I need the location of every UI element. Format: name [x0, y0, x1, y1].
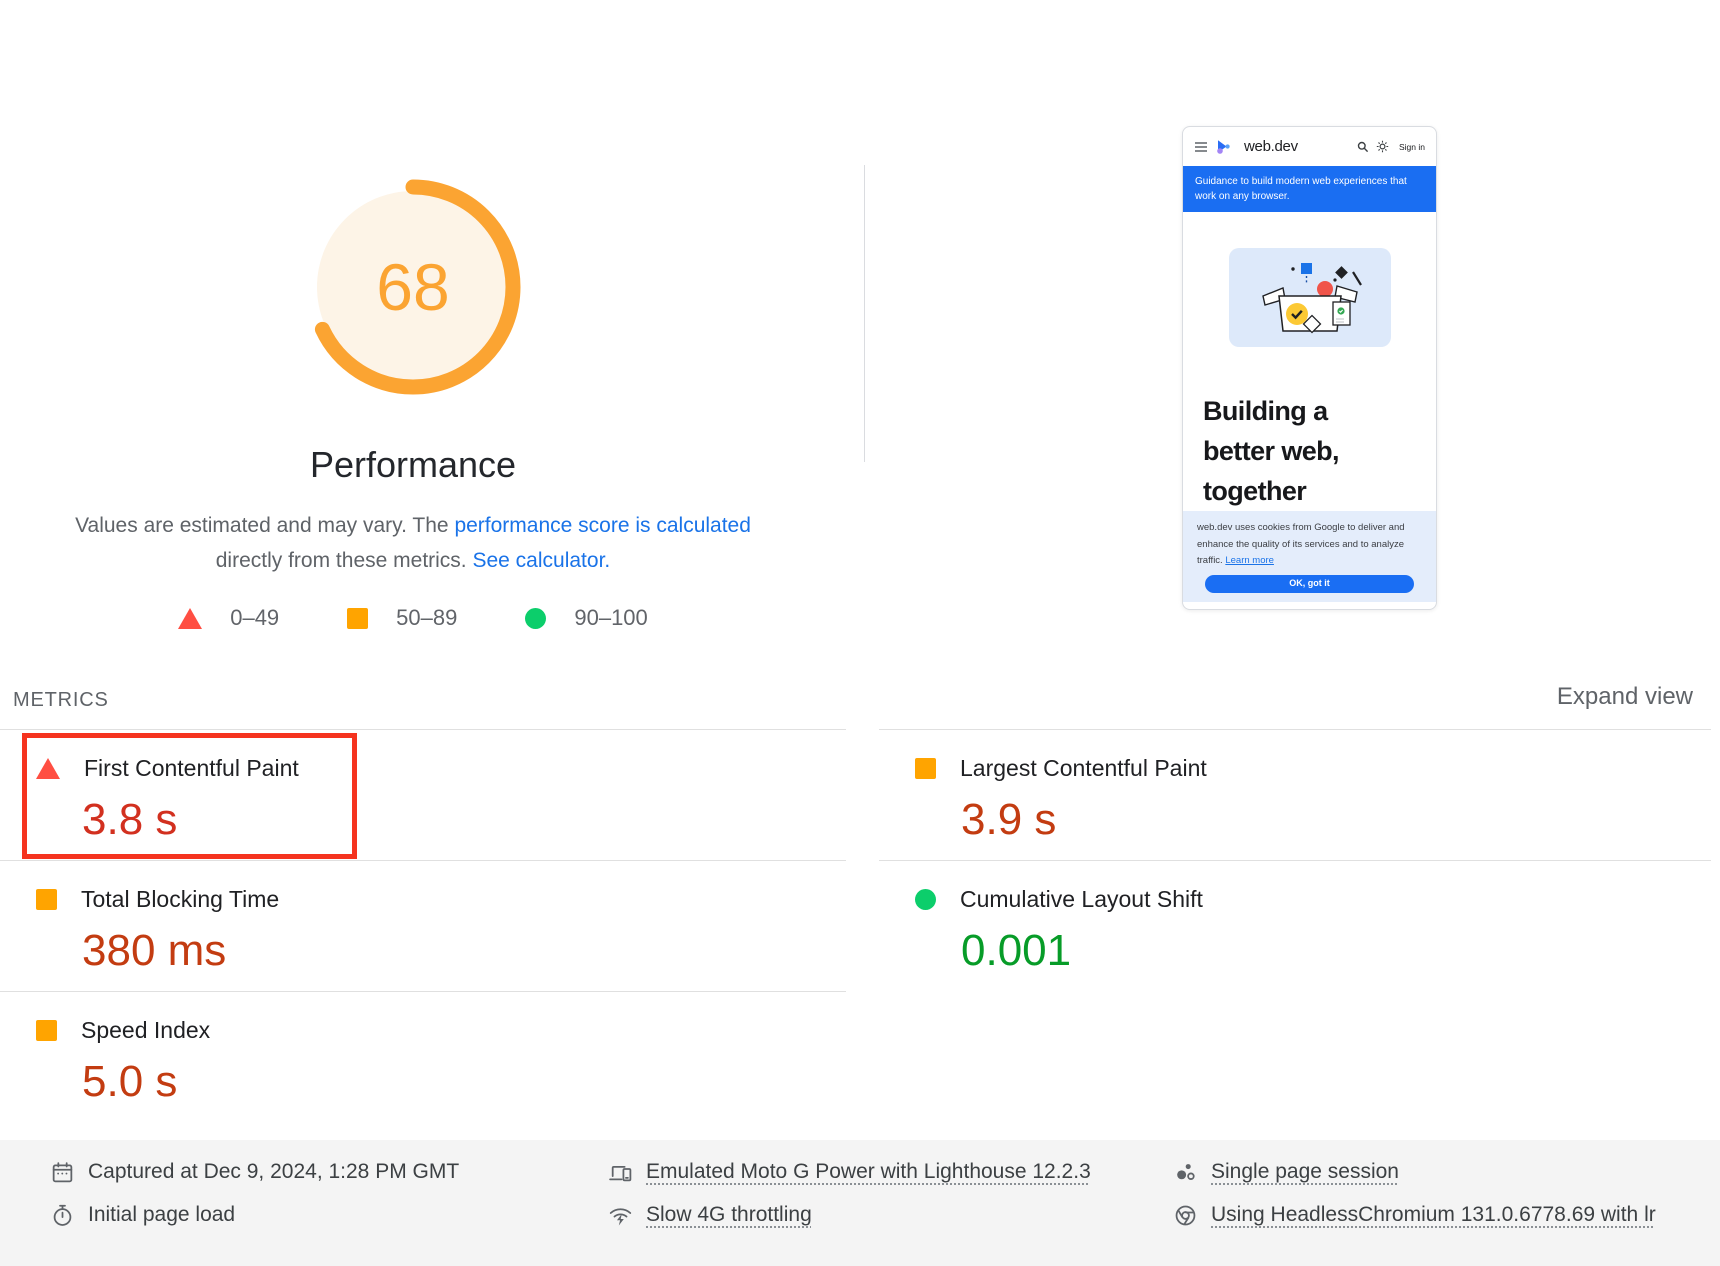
legend-pass: 90–100: [525, 605, 648, 631]
score-calculated-link[interactable]: performance score is calculated: [454, 514, 751, 537]
emulated-device-link[interactable]: Emulated Moto G Power with Lighthouse 12…: [646, 1160, 1091, 1183]
metric-value: 3.9 s: [961, 795, 1057, 844]
score-description: Values are estimated and may vary. The p…: [68, 508, 758, 578]
fail-triangle-icon: [178, 607, 203, 629]
metrics-section-header: METRICS Expand view: [0, 680, 1720, 729]
legend-average: 50–89: [347, 605, 457, 631]
hamburger-menu-icon: [1195, 141, 1207, 152]
average-square-icon: [915, 758, 936, 779]
captured-at-text: Captured at Dec 9, 2024, 1:28 PM GMT: [88, 1160, 460, 1183]
metric-label: Speed Index: [81, 1017, 211, 1043]
webdev-logo: [1217, 140, 1230, 154]
pass-circle-icon: [915, 889, 936, 910]
webdev-banner: Guidance to build modern web experiences…: [1183, 166, 1436, 212]
gauge-arc: [305, 179, 521, 395]
throttling-row: Slow 4G throttling: [608, 1201, 1091, 1229]
performance-title: Performance: [309, 444, 517, 485]
heading-line-3: together: [1203, 476, 1307, 506]
session-row: Single page session: [1173, 1158, 1656, 1186]
learn-more-link: Learn more: [1225, 555, 1274, 566]
metric-label: First Contentful Paint: [84, 755, 299, 781]
metric-value: 0.001: [961, 926, 1072, 975]
webdev-hero-illustration: [1228, 248, 1391, 347]
footer-column-device: Emulated Moto G Power with Lighthouse 12…: [608, 1158, 1091, 1244]
webdev-brand-text: web.dev: [1244, 138, 1298, 155]
performance-gauge: 68: [305, 179, 521, 395]
stopwatch-icon: [53, 1204, 72, 1226]
legend-average-range: 50–89: [396, 605, 458, 630]
metric-value: 380 ms: [82, 926, 227, 975]
metric-label: Cumulative Layout Shift: [960, 886, 1203, 912]
metric-speed-index: Speed Index 5.0 s: [0, 991, 846, 1122]
webdev-heading: Building a better web, together: [1203, 391, 1436, 511]
average-square-icon: [36, 1020, 57, 1041]
metric-cumulative-layout-shift: Cumulative Layout Shift 0.001: [879, 860, 1711, 991]
final-screenshot-thumbnail: web.dev Sign in Guidance to build modern…: [1182, 126, 1437, 610]
metric-largest-contentful-paint: Largest Contentful Paint 3.9 s: [879, 729, 1711, 860]
single-page-session-icon: [1177, 1163, 1195, 1180]
performance-summary: 68 Performance Values are estimated and …: [0, 0, 826, 631]
average-square-icon: [36, 889, 57, 910]
legend-fail: 0–49: [178, 605, 279, 631]
metric-label: Largest Contentful Paint: [960, 755, 1207, 781]
footer-column-session: Single page session Using HeadlessChromi…: [1173, 1158, 1656, 1244]
initial-page-load-text: Initial page load: [88, 1203, 236, 1226]
score-legend: 0–49 50–89 90–100: [0, 605, 826, 631]
network-throttling-icon: [609, 1207, 632, 1225]
webdev-header: web.dev Sign in: [1183, 127, 1436, 166]
initial-page-load-row: Initial page load: [50, 1201, 459, 1229]
runtime-link[interactable]: Using HeadlessChromium 131.0.6778.69 wit…: [1211, 1203, 1656, 1226]
captured-at-row: Captured at Dec 9, 2024, 1:28 PM GMT: [50, 1158, 459, 1186]
gauge-fill: [317, 191, 509, 383]
box-illustration: [1261, 262, 1362, 333]
description-text-1: Values are estimated and may vary. The: [75, 514, 455, 537]
throttling-link[interactable]: Slow 4G throttling: [646, 1203, 812, 1226]
heading-line-2: better web,: [1203, 436, 1340, 466]
sign-in-label: Sign in: [1399, 141, 1425, 152]
legend-fail-range: 0–49: [230, 605, 280, 630]
see-calculator-link[interactable]: See calculator.: [472, 549, 611, 572]
runtime-row: Using HeadlessChromium 131.0.6778.69 wit…: [1173, 1201, 1656, 1229]
metrics-section-title: METRICS: [13, 689, 109, 711]
fail-triangle-icon: [36, 758, 60, 779]
pass-circle-icon: [525, 607, 547, 629]
emulated-devices-icon: [609, 1165, 632, 1181]
report-runtime-footer: Captured at Dec 9, 2024, 1:28 PM GMT Ini…: [0, 1140, 1720, 1266]
metric-first-contentful-paint: First Contentful Paint 3.8 s: [0, 729, 846, 860]
metric-label: Total Blocking Time: [81, 886, 280, 912]
cookie-ok-button: OK, got it: [1205, 574, 1414, 593]
heading-line-1: Building a: [1203, 396, 1328, 426]
cookie-text: web.dev uses cookies from Google to deli…: [1197, 522, 1405, 566]
session-link[interactable]: Single page session: [1211, 1160, 1399, 1183]
vertical-divider: [864, 165, 865, 462]
performance-score: 68: [376, 250, 449, 324]
theme-sun-icon: [1376, 140, 1389, 153]
chromium-icon: [1175, 1205, 1196, 1225]
metric-total-blocking-time: Total Blocking Time 380 ms: [0, 860, 846, 991]
description-text-2: directly from these metrics.: [215, 549, 473, 572]
average-square-icon: [347, 607, 369, 629]
cookie-banner: web.dev uses cookies from Google to deli…: [1183, 511, 1436, 602]
calendar-icon: [52, 1161, 73, 1182]
emulated-device-row: Emulated Moto G Power with Lighthouse 12…: [608, 1158, 1091, 1186]
expand-view-button[interactable]: Expand view: [1556, 683, 1693, 710]
metric-value: 3.8 s: [82, 795, 178, 844]
legend-pass-range: 90–100: [574, 605, 648, 630]
empty-cell: [879, 991, 1711, 1122]
search-icon: [1357, 141, 1369, 152]
metric-value: 5.0 s: [82, 1057, 178, 1106]
footer-column-capture: Captured at Dec 9, 2024, 1:28 PM GMT Ini…: [50, 1158, 459, 1244]
metrics-grid: First Contentful Paint 3.8 s Largest Con…: [0, 729, 1711, 1122]
